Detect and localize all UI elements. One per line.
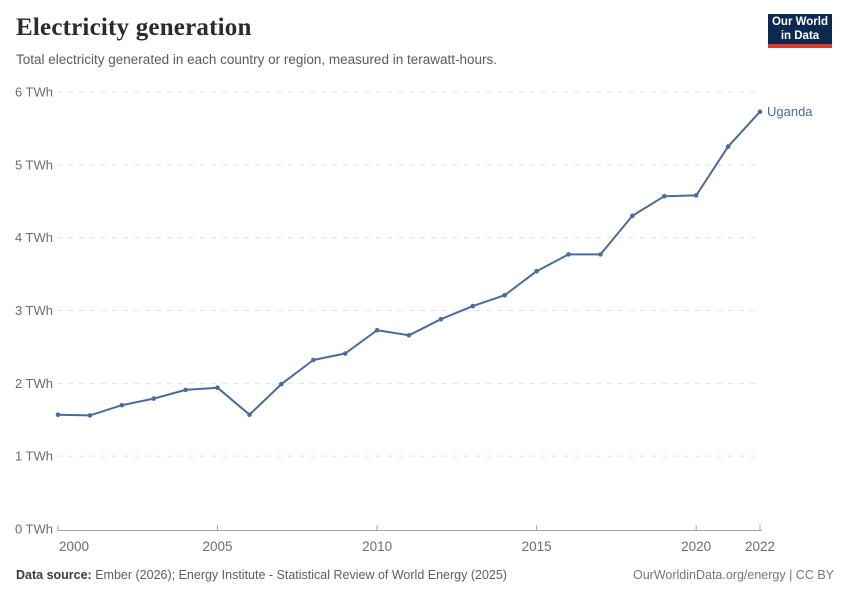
entity-label[interactable]: Uganda bbox=[767, 104, 813, 119]
y-axis-tick-label: 5 TWh bbox=[15, 157, 53, 172]
data-point-marker bbox=[725, 144, 731, 149]
data-point-marker bbox=[757, 109, 763, 114]
data-point-marker bbox=[342, 351, 348, 356]
data-point-marker bbox=[119, 402, 125, 408]
data-point-marker bbox=[662, 193, 667, 199]
x-axis-tick-label: 2015 bbox=[522, 539, 552, 554]
x-axis-tick-label: 2020 bbox=[681, 539, 711, 554]
data-point-marker bbox=[215, 385, 220, 391]
data-point-marker bbox=[502, 292, 508, 298]
data-source-label: Data source: bbox=[16, 568, 92, 582]
data-point-marker bbox=[470, 303, 476, 309]
data-point-marker bbox=[630, 213, 635, 219]
data-point-marker bbox=[374, 327, 380, 333]
y-axis-tick-label: 0 TWh bbox=[15, 522, 53, 537]
data-point-marker bbox=[87, 413, 93, 418]
data-point-marker bbox=[598, 252, 603, 257]
owid-url-license[interactable]: OurWorldinData.org/energy | CC BY bbox=[632, 568, 834, 582]
data-point-marker bbox=[406, 333, 412, 338]
y-axis-tick-label: 2 TWh bbox=[15, 376, 53, 391]
x-axis-tick-label: 2005 bbox=[203, 539, 233, 554]
data-point-marker bbox=[311, 357, 316, 363]
owid-logo[interactable]: Our World in Data bbox=[768, 14, 832, 48]
line-series-uganda bbox=[57, 111, 761, 417]
data-point-marker bbox=[566, 252, 571, 257]
chart-title: Electricity generation bbox=[16, 14, 252, 41]
y-axis-tick-label: 6 TWh bbox=[15, 85, 53, 100]
data-source-text: Ember (2026); Energy Institute - Statist… bbox=[91, 568, 507, 582]
data-point-marker bbox=[438, 316, 444, 322]
owid-logo-line1: Our World bbox=[771, 16, 828, 28]
y-axis-tick-label: 4 TWh bbox=[15, 230, 53, 245]
x-axis-tick-label: 2000 bbox=[59, 539, 89, 554]
x-axis-tick-label: 2010 bbox=[362, 539, 392, 554]
y-axis-tick-label: 3 TWh bbox=[15, 303, 53, 318]
data-point-marker bbox=[534, 268, 539, 274]
data-source-note: Data source: Ember (2026); Energy Instit… bbox=[16, 568, 507, 582]
data-point-marker bbox=[279, 381, 284, 387]
data-point-marker bbox=[693, 193, 699, 198]
owid-logo-line2: in Data bbox=[780, 30, 820, 42]
data-point-marker bbox=[55, 412, 61, 418]
x-axis-tick-label: 2022 bbox=[745, 539, 775, 554]
data-point-marker bbox=[151, 396, 156, 401]
data-point-marker bbox=[247, 412, 252, 418]
chart-subtitle: Total electricity generated in each coun… bbox=[16, 52, 497, 67]
data-point-marker bbox=[183, 387, 188, 393]
y-axis-tick-label: 1 TWh bbox=[15, 449, 53, 464]
